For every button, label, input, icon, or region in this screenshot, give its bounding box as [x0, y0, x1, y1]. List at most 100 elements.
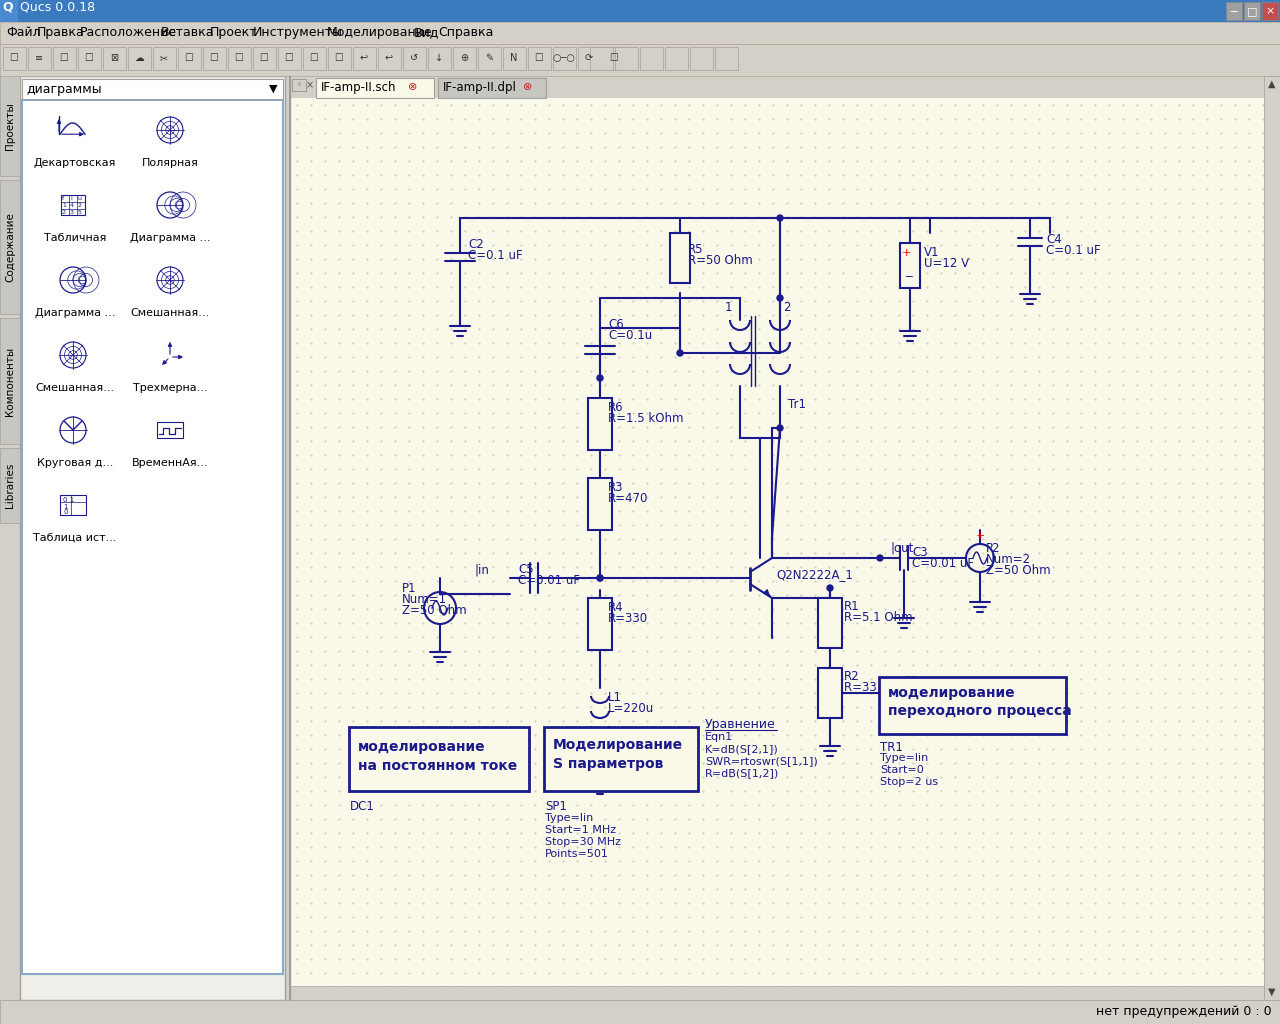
Bar: [0, 1000, 1280, 1024]
Text: 2: 2: [783, 301, 791, 314]
Text: моделирование: моделирование: [888, 686, 1015, 700]
Bar: [1244, 2, 1260, 20]
Bar: [353, 47, 376, 70]
Text: ☐: ☐: [210, 53, 219, 63]
Text: Num=1: Num=1: [402, 593, 447, 606]
Text: Вид: Вид: [413, 26, 439, 39]
Text: ↩: ↩: [360, 53, 369, 63]
Bar: [1226, 2, 1242, 20]
Text: C5: C5: [518, 563, 534, 575]
Bar: [0, 0, 18, 22]
Bar: [291, 98, 1265, 1000]
FancyBboxPatch shape: [544, 727, 698, 791]
Text: нет предупреждений 0 : 0: нет предупреждений 0 : 0: [1097, 1006, 1272, 1019]
Text: Моделирование: Моделирование: [553, 738, 684, 752]
Text: R6: R6: [608, 401, 623, 414]
Text: Stop=30 MHz: Stop=30 MHz: [545, 837, 621, 847]
Text: f: f: [61, 196, 64, 201]
Text: ☐: ☐: [535, 53, 544, 63]
Text: 1: 1: [724, 301, 732, 314]
Bar: [128, 47, 151, 70]
Bar: [579, 47, 602, 70]
Bar: [0, 0, 1280, 22]
Text: ↺: ↺: [410, 53, 419, 63]
Bar: [292, 79, 306, 91]
Text: Проект: Проект: [210, 26, 257, 39]
Bar: [102, 47, 125, 70]
Text: ◦: ◦: [297, 81, 302, 89]
Circle shape: [596, 575, 603, 581]
Circle shape: [677, 350, 684, 356]
Text: ×: ×: [1266, 6, 1275, 16]
Text: Смешанная...: Смешанная...: [131, 308, 210, 318]
Text: Z=50 Ohm: Z=50 Ohm: [986, 564, 1051, 577]
Bar: [60, 495, 86, 515]
Text: ≡: ≡: [35, 53, 44, 63]
Text: ↩: ↩: [385, 53, 393, 63]
Text: P2: P2: [986, 542, 1001, 555]
Text: Tr1: Tr1: [788, 398, 806, 411]
Text: u: u: [78, 196, 82, 201]
Bar: [1265, 76, 1280, 1000]
Text: C=0.1 uF: C=0.1 uF: [1046, 244, 1101, 257]
Circle shape: [827, 585, 833, 591]
Text: 2: 2: [61, 210, 67, 215]
Text: Проекты: Проекты: [5, 102, 15, 150]
Text: U=12 V: U=12 V: [924, 257, 969, 270]
Bar: [588, 398, 612, 450]
Bar: [503, 47, 526, 70]
Text: □: □: [1247, 6, 1257, 16]
Text: +: +: [977, 531, 986, 541]
Text: ☐: ☐: [334, 53, 343, 63]
Text: 1: 1: [63, 504, 68, 510]
Text: SWR=rtoswr(S[1,1]): SWR=rtoswr(S[1,1]): [705, 756, 818, 766]
Text: Диаграмма ...: Диаграмма ...: [129, 233, 210, 243]
Bar: [0, 449, 20, 523]
Text: ☐: ☐: [260, 53, 269, 63]
Text: Файл: Файл: [6, 26, 41, 39]
Text: Type=lin: Type=lin: [545, 813, 593, 823]
Text: C=0.1 uF: C=0.1 uF: [468, 249, 522, 262]
Text: Табличная: Табличная: [44, 233, 106, 243]
Bar: [438, 78, 547, 98]
Text: R=33 Ohm: R=33 Ohm: [844, 681, 909, 694]
Text: Трехмерна...: Трехмерна...: [133, 383, 207, 393]
Text: Инструменты: Инструменты: [253, 26, 343, 39]
Text: C4: C4: [1046, 233, 1061, 246]
Bar: [588, 478, 612, 530]
Text: Полярная: Полярная: [142, 158, 198, 168]
Text: SP1: SP1: [545, 800, 567, 813]
Text: R=330: R=330: [608, 612, 648, 625]
Text: ☐: ☐: [10, 53, 18, 63]
Text: R4: R4: [608, 601, 623, 614]
Text: R5: R5: [689, 243, 704, 256]
Text: ☐: ☐: [310, 53, 319, 63]
Text: C3: C3: [911, 546, 928, 559]
Text: |in: |in: [475, 563, 490, 575]
Text: 0: 0: [63, 509, 68, 515]
Text: R=50 Ohm: R=50 Ohm: [689, 254, 753, 267]
Bar: [603, 47, 626, 70]
Text: Start=0: Start=0: [881, 765, 924, 775]
Text: Type=lin: Type=lin: [881, 753, 928, 763]
Text: Stop=2 us: Stop=2 us: [881, 777, 938, 787]
FancyBboxPatch shape: [349, 727, 529, 791]
Bar: [228, 47, 251, 70]
Text: C=0.01 uF: C=0.01 uF: [911, 557, 974, 570]
Text: TR1: TR1: [881, 741, 902, 754]
FancyBboxPatch shape: [879, 677, 1066, 734]
Text: ─: ─: [1230, 6, 1238, 16]
Text: 0 1: 0 1: [63, 497, 74, 503]
Bar: [3, 47, 26, 70]
Text: ×: ×: [306, 80, 314, 90]
Text: ○─○: ○─○: [553, 53, 576, 63]
Text: R=470: R=470: [608, 492, 649, 505]
Bar: [20, 76, 285, 1000]
Text: Справка: Справка: [438, 26, 494, 39]
Text: Qucs 0.0.18: Qucs 0.0.18: [20, 1, 95, 14]
Bar: [22, 100, 283, 974]
Text: 4: 4: [70, 203, 74, 208]
Bar: [900, 243, 920, 288]
Bar: [690, 47, 713, 70]
Circle shape: [777, 215, 783, 221]
